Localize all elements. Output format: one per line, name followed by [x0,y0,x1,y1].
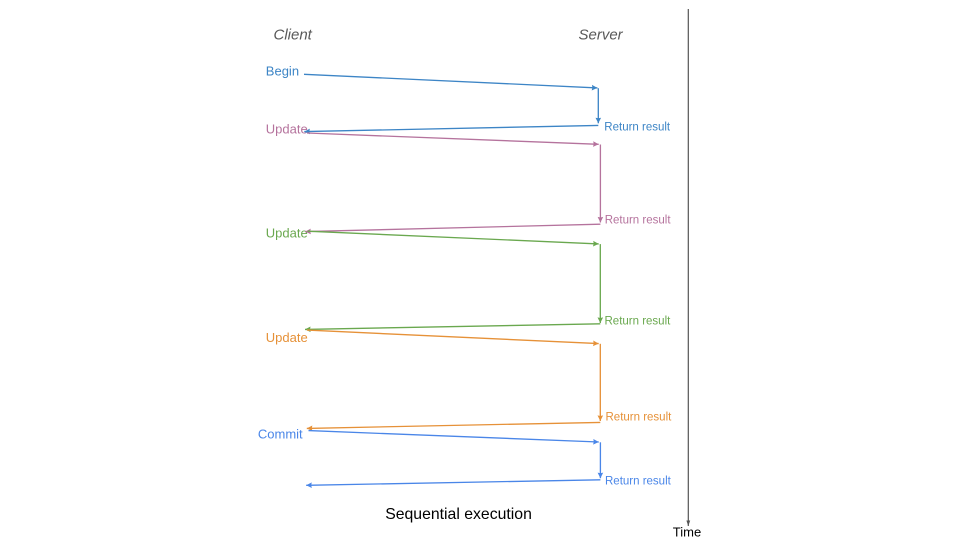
svg-text:Return result: Return result [605,475,672,487]
svg-text:Return result: Return result [605,316,672,328]
svg-text:Update: Update [266,226,308,241]
svg-text:Return result: Return result [605,214,672,226]
svg-text:Begin: Begin [266,63,299,78]
svg-text:Sequential execution: Sequential execution [385,506,532,523]
svg-text:Time: Time [673,525,701,540]
svg-text:Commit: Commit [258,426,303,441]
svg-text:Update: Update [266,122,308,137]
svg-text:Return result: Return result [604,122,671,134]
svg-text:Update: Update [266,330,308,345]
svg-text:Client: Client [274,26,313,43]
svg-text:Return result: Return result [606,411,673,423]
svg-text:Server: Server [579,26,624,43]
